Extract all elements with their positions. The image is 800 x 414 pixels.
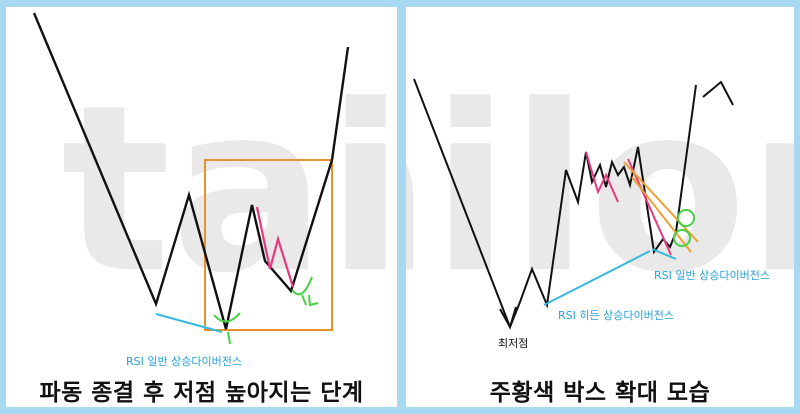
left-diagram-canvas: tailong [32,12,397,345]
arrowhead-up [702,80,734,106]
pink-subwave-line [255,206,295,288]
right-diagram-panel: tailong 최저점 RSI 히든 상승다이버전스 RSI 일반 상승다이버전… [406,7,794,407]
rsi-regular-divergence-label-right: RSI 일반 상승다이버전스 [654,269,770,282]
orange-trend-line-1 [623,161,699,243]
green-tick-first [227,331,231,345]
right-caption: 주황색 박스 확대 모습 [489,380,711,406]
green-circle-lower [673,229,691,247]
right-diagram-canvas: tailong [406,57,794,330]
price-line-zoomed [413,78,697,330]
pink-subwave-line-zoomed [585,151,619,203]
rsi-divergence-line [155,313,223,333]
orange-box [204,159,333,331]
green-circle-upper [677,209,695,227]
green-marker-first-low [213,312,241,323]
watermark-text-left: tailong [61,57,397,324]
green-marker-second-low [291,276,313,296]
rsi-hidden-divergence-line [543,250,651,306]
green-tick-second [301,294,319,307]
orange-trend-line-2 [631,176,692,253]
arrowhead-down [499,306,517,330]
watermark-text-right: tailong [406,57,794,324]
lowest-point-label: 최저점 [498,337,529,350]
left-caption: 파동 종결 후 저점 높아지는 단계 [39,380,364,406]
left-diagram-panel: tailong RSI 일반 상승다이버전스 파동 종결 후 저점 높아지는 단… [6,7,397,407]
rsi-regular-divergence-label: RSI 일반 상승다이버전스 [126,355,242,368]
price-line [32,12,350,330]
rsi-regular-divergence-line [651,248,677,260]
rsi-hidden-divergence-label: RSI 히든 상승다이버전스 [558,309,674,322]
